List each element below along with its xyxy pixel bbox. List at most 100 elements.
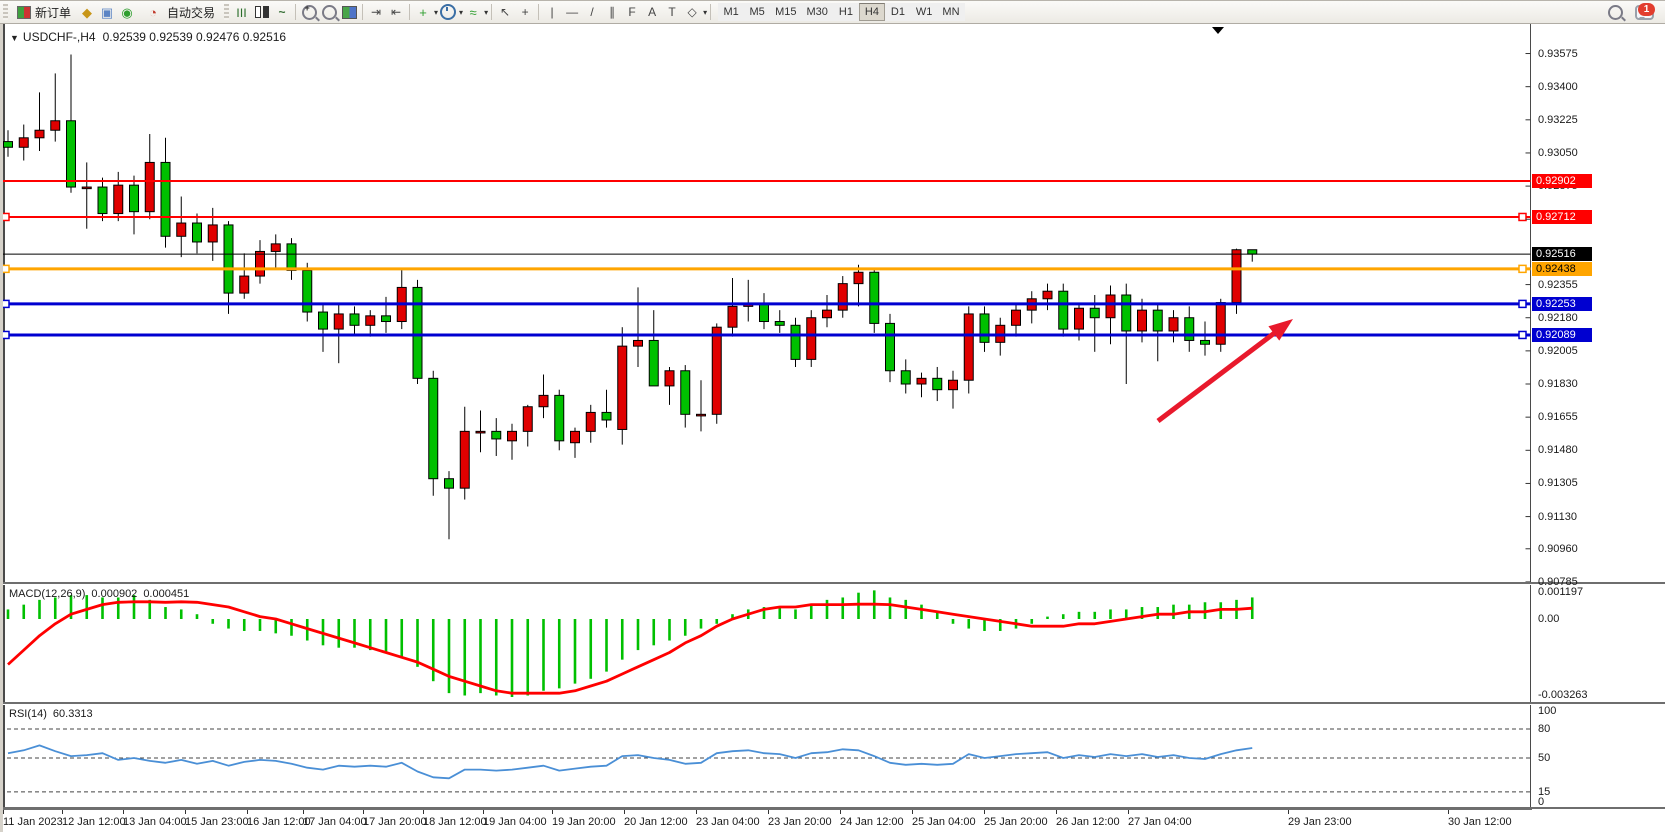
text-tool-icon[interactable]: A (648, 5, 657, 19)
time-label: 20 Jan 12:00 (624, 816, 688, 828)
time-label: 15 Jan 23:00 (185, 816, 249, 828)
macd-signal-value: 0.000451 (143, 588, 190, 600)
notifications-icon[interactable]: 1 (1631, 2, 1657, 22)
rsi-canvas[interactable] (0, 705, 1532, 807)
time-tick (247, 810, 248, 814)
main-chart-panel[interactable] (0, 24, 1532, 583)
rsi-panel[interactable] (0, 705, 1532, 807)
chevron-down-icon[interactable]: ▾ (434, 7, 439, 17)
time-label: 24 Jan 12:00 (840, 816, 904, 828)
tile-windows-icon[interactable] (339, 2, 359, 22)
toolbar-separator (491, 4, 493, 20)
timeframe-MN[interactable]: MN (937, 3, 965, 21)
new-order-icon (17, 5, 31, 19)
timeframe-H4[interactable]: H4 (858, 3, 885, 21)
time-label: 17 Jan 20:00 (363, 816, 427, 828)
chevron-down-icon[interactable]: ▾ (459, 7, 464, 17)
time-label: 13 Jan 04:00 (123, 816, 187, 828)
time-tick (123, 810, 124, 814)
time-label: 23 Jan 04:00 (696, 816, 760, 828)
time-axis[interactable]: 11 Jan 2023 12 Jan 12:00 13 Jan 04:00 15 Ja… (0, 809, 1532, 832)
line-chart-icon[interactable]: ~ (278, 5, 286, 19)
new-order-button[interactable]: 新订单 (11, 2, 77, 22)
symbol-dropdown-icon[interactable]: ▼ (10, 33, 19, 43)
candlestick-chart-icon[interactable] (252, 2, 272, 22)
timeframe-H1[interactable]: H1 (832, 3, 859, 21)
time-label: 26 Jan 12:00 (1056, 816, 1120, 828)
time-tick (1128, 810, 1129, 814)
toolbar-separator (362, 4, 364, 20)
time-tick (984, 810, 985, 814)
auto-scroll-icon[interactable]: ⇥ (371, 5, 382, 19)
horizontal-line-tool-icon[interactable]: — (566, 5, 579, 19)
chart-shift-marker (1212, 27, 1224, 34)
rsi-axis-label: 0 (1538, 796, 1545, 808)
toolbar-separator (710, 4, 712, 20)
autotrading-label: 自动交易 (167, 5, 216, 20)
zoom-in-icon[interactable]: + (299, 2, 319, 22)
metaeditor-icon[interactable]: ◆ (82, 4, 93, 20)
timeframe-M15[interactable]: M15 (770, 3, 802, 21)
price-tick-label: 0.93225 (1538, 113, 1578, 126)
timeframe-M1[interactable]: M1 (718, 3, 745, 21)
rsi-value: 60.3313 (52, 708, 93, 720)
chart-shift-icon[interactable]: ⇤ (391, 5, 402, 19)
window-edge (0, 24, 3, 832)
trendline-tool-icon[interactable]: / (590, 5, 594, 19)
arrows-tool-icon[interactable]: ◇ (687, 5, 697, 19)
autotrading-button[interactable]: ◔ 自动交易 (137, 2, 221, 22)
macd-panel[interactable] (0, 585, 1532, 702)
panel-separator (0, 807, 1665, 809)
price-tick-label: 0.92005 (1538, 344, 1578, 357)
toolbar-grip[interactable] (224, 4, 230, 20)
time-tick (1288, 810, 1289, 814)
signals-icon[interactable]: ◉ (121, 4, 133, 20)
price-tick-label: 0.90960 (1538, 542, 1578, 555)
price-badge: 0.92516 (1532, 247, 1592, 262)
indicators-icon[interactable]: ≈ (469, 4, 477, 20)
vertical-line-tool-icon[interactable]: | (550, 5, 554, 19)
chevron-down-icon[interactable]: ▾ (703, 7, 708, 17)
timeframe-D1[interactable]: D1 (884, 3, 911, 21)
time-tick (303, 810, 304, 814)
zoom-out-icon[interactable] (319, 2, 339, 22)
line-handle (1518, 330, 1527, 340)
fibonacci-tool-icon[interactable]: F (628, 5, 636, 19)
time-tick (912, 810, 913, 814)
line-handle (1, 330, 10, 340)
timeframe-group: M1 M5 M15 M30 H1 H4 D1 W1 MN (718, 3, 965, 21)
price-tick-label: 0.91655 (1538, 411, 1578, 424)
macd-name: MACD(12,26,9) (9, 588, 86, 600)
new-chart-icon[interactable]: + (419, 4, 427, 20)
main-chart-canvas[interactable] (0, 24, 1532, 583)
time-tick (483, 810, 484, 814)
equidistant-channel-tool-icon[interactable]: ∥ (609, 5, 616, 19)
toolbar-grip[interactable] (3, 4, 8, 20)
annotation-arrow (1156, 326, 1282, 423)
macd-canvas[interactable] (0, 585, 1532, 702)
toolbar: 新订单 ◆ ▣ ◉ ◔ 自动交易 ||| ~ + ⇥ ⇤ + ▾ ▾ ≈ ▾ ↖ +… (0, 1, 1665, 24)
price-axis[interactable]: 0.935750.934000.932250.930500.928750.927… (1532, 1, 1665, 832)
bar-chart-icon[interactable]: ||| (236, 6, 248, 17)
search-icon[interactable] (1605, 2, 1625, 22)
line-handle (1518, 212, 1527, 222)
panel-separator[interactable] (0, 702, 1665, 704)
timeframe-M30[interactable]: M30 (801, 3, 833, 21)
panel-separator[interactable] (0, 582, 1665, 584)
timeframe-M5[interactable]: M5 (744, 3, 771, 21)
timeframe-W1[interactable]: W1 (910, 3, 938, 21)
period-icon[interactable] (438, 2, 458, 22)
time-tick (185, 810, 186, 814)
price-tick-label: 0.91480 (1538, 444, 1578, 457)
notification-badge: 1 (1638, 3, 1655, 16)
time-tick (552, 810, 553, 814)
chevron-down-icon[interactable]: ▾ (484, 7, 489, 17)
label-tool-icon[interactable]: T (668, 5, 676, 19)
time-label: 18 Jan 12:00 (423, 816, 487, 828)
cursor-icon[interactable]: ↖ (500, 5, 511, 19)
autotrading-icon: ◔ (149, 4, 157, 20)
crosshair-icon[interactable]: + (521, 5, 529, 19)
charts-icon[interactable]: ▣ (100, 4, 114, 20)
toolbar-right: 1 (1605, 2, 1665, 22)
